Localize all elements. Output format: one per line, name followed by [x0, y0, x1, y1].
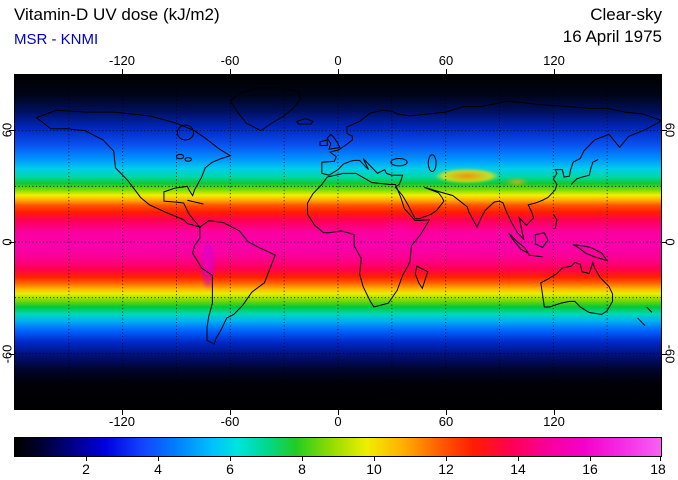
axis-tick-mark	[122, 410, 123, 415]
colorbar-tick-mark	[446, 457, 447, 461]
axis-tick-mark	[554, 69, 555, 74]
andes-high-dose-patch	[198, 232, 218, 298]
axis-tick-mark	[9, 354, 14, 355]
lon-tick-label: -60	[220, 414, 240, 429]
colorbar-tick-label: 10	[366, 461, 382, 477]
axis-tick-mark	[446, 410, 447, 415]
colorbar-tick-label: 14	[510, 461, 526, 477]
axis-tick-mark	[446, 69, 447, 74]
colorbar-tick-mark	[518, 457, 519, 461]
axis-tick-mark	[338, 410, 339, 415]
colorbar-tick-label: 4	[154, 461, 162, 477]
graticule-grid	[15, 75, 661, 409]
uv-dose-map	[14, 74, 662, 410]
lon-tick-label: -60	[220, 53, 240, 68]
lon-tick-label: 60	[438, 414, 454, 429]
sky-condition-label: Clear-sky	[590, 5, 662, 24]
lon-tick-label: 0	[334, 53, 342, 68]
colorbar-tick-mark	[86, 457, 87, 461]
colorbar-tick-mark	[302, 457, 303, 461]
axis-tick-mark	[230, 69, 231, 74]
axis-tick-mark	[338, 69, 339, 74]
axis-tick-mark	[230, 410, 231, 415]
colorbar-tick-mark	[158, 457, 159, 461]
lon-tick-label: 120	[543, 414, 565, 429]
axis-tick-mark	[662, 130, 667, 131]
colorbar-tick-label: 6	[226, 461, 234, 477]
colorbar-tick-label: 8	[298, 461, 306, 477]
colorbar-gradient	[14, 437, 662, 457]
lon-tick-label: 120	[543, 53, 565, 68]
colorbar-tick-label: 18	[650, 461, 666, 477]
colorbar-tick-mark	[230, 457, 231, 461]
colorbar-tick-label: 2	[82, 461, 90, 477]
lon-tick-label: 0	[334, 414, 342, 429]
axis-tick-mark	[9, 130, 14, 131]
axis-tick-mark	[554, 410, 555, 415]
axis-tick-mark	[662, 242, 667, 243]
colorbar-tick-mark	[374, 457, 375, 461]
colorbar-tick-label: 16	[582, 461, 598, 477]
tibet-high-dose-patch	[423, 166, 511, 186]
data-source-label: MSR - KNMI	[14, 31, 99, 48]
lon-tick-label: -120	[108, 414, 136, 429]
axis-tick-mark	[662, 354, 667, 355]
date-label: 16 April 1975	[562, 27, 662, 46]
colorbar-tick-mark	[590, 457, 591, 461]
lon-tick-label: -120	[108, 53, 136, 68]
axis-tick-mark	[122, 69, 123, 74]
colorbar-tick-mark	[660, 457, 661, 461]
lon-tick-label: 60	[438, 53, 454, 68]
plot-title: Vitamin-D UV dose (kJ/m2)	[14, 5, 220, 24]
china-high-dose-patch	[500, 176, 534, 188]
colorbar-tick-label: 12	[438, 461, 454, 477]
coastlines	[15, 75, 661, 409]
axis-tick-mark	[9, 242, 14, 243]
